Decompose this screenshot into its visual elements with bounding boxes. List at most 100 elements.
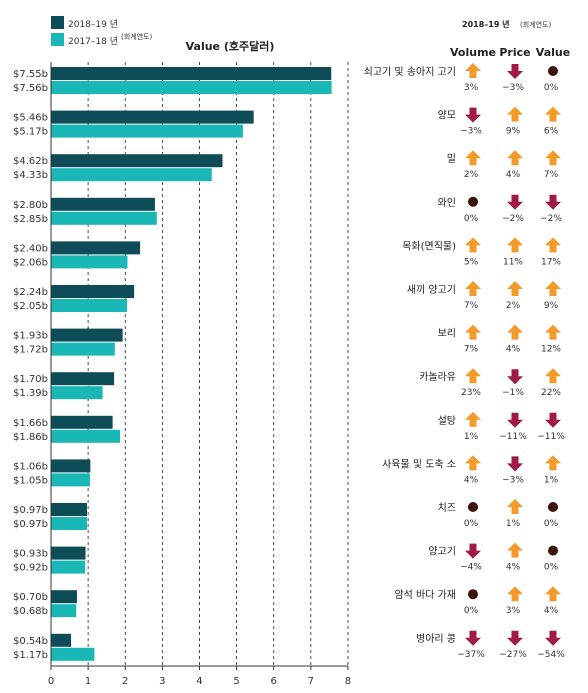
value-axis-title: Value (호주달러) (186, 39, 275, 53)
category-label: 새끼 양고기 (407, 284, 456, 296)
x-tick-label: 7 (308, 676, 314, 687)
change-volume-label: 0% (464, 606, 479, 616)
arrow-down-icon (507, 456, 523, 472)
bar-previous (51, 255, 128, 269)
arrow-up-icon (545, 281, 561, 296)
right-header-title: 2018–19 년 (462, 19, 510, 29)
bar-value-label-previous: $1.17b (13, 650, 48, 661)
legend-fiscal-note: (회계연도) (121, 32, 152, 41)
change-price-label: 11% (503, 257, 523, 267)
legend-swatch-current (51, 16, 64, 29)
bar-value-label-previous: $2.06b (13, 257, 48, 268)
change-value-label: 12% (541, 345, 561, 355)
category-label: 양모 (438, 110, 456, 122)
change-price-label: −11% (499, 432, 527, 442)
change-value-label: 7% (544, 170, 559, 180)
arrow-up-icon (545, 150, 561, 166)
change-value-label: 0% (544, 563, 559, 573)
bar-previous (51, 429, 121, 443)
category-label: 치즈 (438, 502, 456, 514)
category-label: 밀 (447, 153, 456, 165)
bar-value-label-previous: $2.85b (13, 214, 48, 225)
bar-value-label-previous: $5.17b (13, 127, 48, 138)
bar-previous (51, 211, 157, 225)
bar-current (51, 459, 91, 473)
arrow-up-icon (545, 586, 561, 602)
bar-current (51, 415, 113, 429)
arrow-up-icon (465, 150, 481, 166)
change-price-label: 1% (506, 519, 521, 529)
legend-label-current: 2018–19 년 (68, 19, 118, 30)
bar-value-label-previous: $1.72b (13, 345, 48, 356)
change-price-label: −3% (502, 475, 524, 485)
change-value-label: 1% (544, 475, 559, 485)
category-label: 보리 (438, 328, 456, 340)
category-label: 병아리 콩 (416, 633, 456, 645)
change-price-label: 2% (506, 301, 521, 311)
arrow-down-icon (545, 412, 561, 428)
arrow-up-icon (465, 324, 481, 340)
bar-previous (51, 560, 86, 574)
bar-current (51, 285, 135, 298)
bar-value-label-previous: $0.92b (13, 563, 48, 574)
change-price-label: 4% (506, 170, 521, 180)
category-label: 쇠고기 및 송아지 고기 (364, 66, 456, 78)
bar-previous (51, 124, 243, 138)
x-axis: 0 1 2 3 4 5 6 7 8 (48, 62, 351, 687)
right-header-fiscal-note: (회계연도) (520, 20, 551, 29)
grid-lines (87, 62, 349, 666)
arrow-down-icon (465, 543, 481, 559)
no-change-dot-icon (468, 589, 478, 600)
bar-previous (51, 342, 115, 356)
change-value-label: 9% (544, 301, 559, 311)
bar-current (51, 67, 332, 80)
change-price-label: 9% (506, 127, 521, 137)
x-tick-label: 0 (48, 676, 54, 687)
arrow-up-icon (507, 106, 523, 122)
bar-value-label-current: $0.54b (13, 636, 48, 647)
bar-value-label-current: $1.93b (13, 331, 48, 342)
change-volume-label: 4% (464, 475, 479, 485)
bar-current (51, 328, 123, 342)
bar-previous (51, 168, 212, 182)
arrow-up-icon (465, 63, 481, 78)
change-volume-label: −3% (460, 127, 482, 137)
bar-value-label-previous: $1.05b (13, 475, 48, 486)
change-price-label: 4% (506, 345, 521, 355)
change-price-label: −1% (502, 388, 524, 398)
arrow-up-icon (465, 281, 481, 296)
change-value-label: 0% (544, 83, 559, 93)
x-tick-label: 6 (271, 676, 277, 687)
col-header-value: Value (536, 46, 570, 59)
category-label: 암석 바다 가재 (394, 589, 456, 601)
arrow-up-icon (545, 455, 561, 471)
bar-previous (51, 604, 77, 618)
bar-value-label-current: $0.93b (13, 549, 48, 560)
arrow-up-icon (507, 281, 523, 296)
bar-value-label-previous: $1.39b (13, 388, 48, 399)
x-tick-label: 3 (159, 676, 165, 687)
no-change-dot-icon (468, 502, 478, 512)
category-label: 목화(면직물) (402, 240, 456, 252)
bar-value-label-current: $7.55b (13, 69, 48, 80)
change-volume-label: −4% (460, 563, 482, 573)
x-tick-label: 4 (196, 676, 202, 687)
arrow-up-icon (507, 586, 523, 602)
arrow-up-icon (507, 499, 523, 514)
legend-swatch-previous (51, 33, 64, 46)
x-tick-label: 1 (85, 676, 91, 687)
change-price-label: 4% (506, 563, 521, 573)
x-tick-label: 8 (345, 676, 351, 687)
change-volume-label: 5% (464, 257, 479, 267)
bar-previous (51, 517, 88, 530)
bar-current (51, 154, 223, 168)
arrow-up-icon (465, 411, 481, 427)
category-label: 사육물 및 도축 소 (382, 458, 456, 470)
x-tick-label: 5 (233, 676, 239, 687)
bar-previous (51, 473, 90, 487)
no-change-dot-icon (548, 545, 558, 556)
change-volume-label: 2% (464, 170, 479, 180)
col-header-volume: Volume (450, 46, 496, 59)
change-volume-label: −37% (457, 650, 485, 660)
